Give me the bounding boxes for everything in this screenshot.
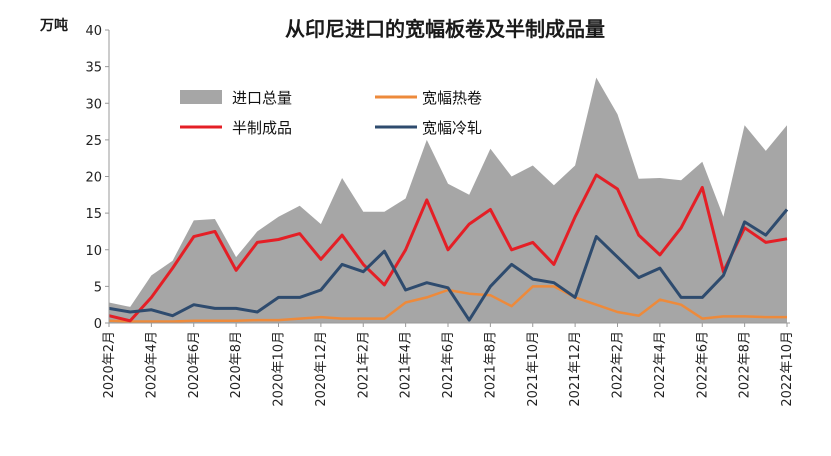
y-tick-label-0: 0 [94, 317, 102, 332]
x-tick-label-9: 2021年8月 [483, 331, 498, 398]
x-tick-label-0: 2020年2月 [102, 331, 117, 398]
series-area-0 [109, 77, 787, 323]
x-tick-label-12: 2022年2月 [611, 331, 626, 398]
y-axis-unit-label: 万吨 [39, 17, 68, 34]
y-tick-label-3: 15 [85, 207, 102, 222]
series-line-2 [108, 173, 788, 323]
y-tick-label-1: 5 [94, 280, 102, 295]
x-tick-label-6: 2021年2月 [356, 331, 371, 398]
legend-label-0: 进口总量 [232, 89, 292, 107]
y-tick-label-2: 10 [85, 244, 102, 259]
y-tick-label-6: 30 [85, 97, 102, 112]
x-tick-label-10: 2021年10月 [526, 331, 541, 407]
x-tick-label-3: 2020年8月 [229, 331, 244, 398]
axis-layer: 0 5 10 15 20 25 30 35 40 2020年2月 2020年4月 2020年6月 202… [85, 24, 795, 407]
x-tick-label-4: 2020年10月 [272, 331, 287, 407]
x-tick-label-8: 2021年6月 [441, 331, 456, 398]
legend-label-3: 宽幅冷轧 [422, 119, 482, 137]
x-tick-label-2: 2020年6月 [187, 331, 202, 398]
x-tick-label-7: 2021年4月 [399, 331, 414, 398]
legend-label-2: 半制成品 [232, 119, 292, 137]
x-tick-label-16: 2022年10月 [780, 331, 795, 407]
x-tick-label-15: 2022年8月 [738, 331, 753, 398]
x-tick-label-14: 2022年6月 [695, 331, 710, 398]
series-line-3 [108, 208, 789, 322]
y-tick-label-5: 25 [85, 134, 102, 149]
x-tick-label-11: 2021年12月 [568, 331, 583, 407]
x-tick-label-5: 2020年12月 [314, 331, 329, 407]
y-tick-label-8: 40 [85, 24, 102, 39]
legend-label-1: 宽幅热卷 [422, 89, 482, 107]
y-tick-label-7: 35 [85, 61, 102, 76]
chart-title: 从印尼进口的宽幅板卷及半制成品量 [285, 17, 605, 41]
x-tick-label-13: 2022年4月 [653, 331, 668, 398]
legend-swatch-0 [180, 90, 222, 104]
x-tick-label-1: 2020年4月 [144, 331, 159, 398]
area-layer [109, 77, 787, 323]
lines-layer [108, 173, 789, 323]
y-tick-label-4: 20 [85, 171, 102, 186]
